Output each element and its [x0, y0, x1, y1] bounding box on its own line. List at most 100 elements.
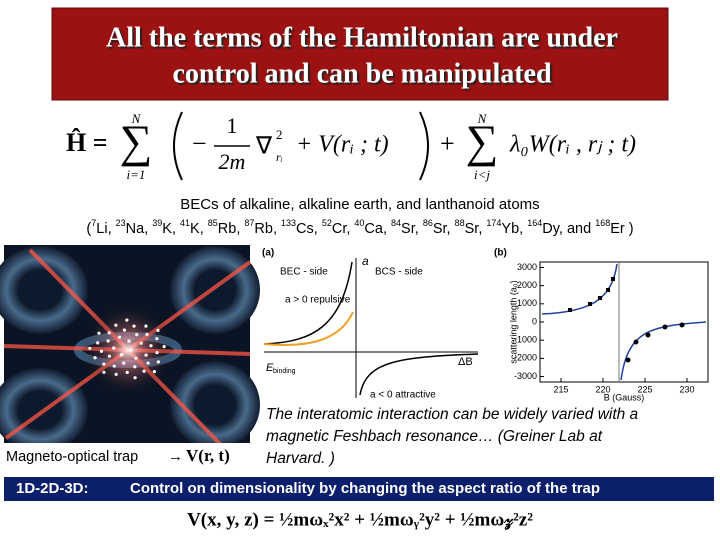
atom: [146, 361, 150, 365]
ham-lhs: Ĥ =: [66, 128, 108, 157]
atom: [114, 323, 118, 327]
hamiltonian: Ĥ = N ∑ i=1 − 1 2m ∇ 2 rᵢ + V(rᵢ ; t) + …: [66, 111, 636, 182]
atom: [155, 351, 159, 355]
curve: [359, 353, 479, 396]
bar-text: Control on dimensionality by changing th…: [130, 480, 600, 497]
atom: [93, 356, 97, 360]
atom: [133, 376, 137, 380]
bcs-side: BCS - side: [375, 267, 423, 278]
atom: [162, 345, 166, 349]
atoms-heading: BECs of alkaline, alkaline earth, and la…: [180, 196, 539, 213]
y-tick-label: -3000: [514, 371, 537, 381]
atom: [106, 339, 110, 343]
separator: ,: [478, 221, 486, 237]
element: Rb: [254, 221, 273, 237]
mass-number: 39: [152, 218, 162, 228]
element: K: [162, 221, 172, 237]
separator: ,: [314, 221, 322, 237]
mass-number: 40: [354, 218, 364, 228]
binding: E: [266, 362, 274, 374]
fit-curve: [620, 321, 707, 381]
data-points: [568, 277, 685, 363]
mass-number: 41: [180, 218, 190, 228]
x-tick-label: 220: [595, 384, 610, 394]
separator: ,: [236, 221, 244, 237]
nabla: ∇: [255, 134, 273, 160]
minus: −: [192, 129, 207, 158]
atom: [125, 318, 129, 322]
paren: [173, 111, 183, 181]
separator: ,: [172, 221, 180, 237]
atom: [149, 344, 153, 348]
atom: [99, 349, 104, 353]
atom: [129, 348, 133, 352]
atom: [122, 361, 126, 365]
element: Dy: [542, 221, 560, 237]
atoms-list: (7Li, 23Na, 39K, 41K, 85Rb, 87Rb, 133Cs,…: [86, 218, 633, 236]
mass-number: 7: [91, 218, 96, 228]
caption-line: magnetic Feshbach resonance… (Greiner La…: [266, 428, 603, 445]
element: Yb: [501, 221, 519, 237]
element: Na: [126, 221, 145, 237]
y-tick-label: 1000: [517, 298, 537, 308]
plus: +: [440, 129, 455, 158]
panel-label: (b): [494, 248, 507, 259]
element: Ca: [364, 221, 383, 237]
bec-side: BEC - side: [280, 267, 328, 278]
element: Sr: [433, 221, 448, 237]
frac-num: 1: [227, 113, 238, 138]
atom: [156, 328, 160, 332]
x-tick-label: 225: [637, 384, 652, 394]
trap-label: Magneto-optical trap: [6, 449, 138, 465]
panel-label: (a): [262, 248, 274, 259]
atom: [144, 353, 148, 357]
title-line: All the terms of the Hamiltonian are und…: [106, 22, 618, 53]
element: Li: [96, 221, 107, 237]
mass-number: 174: [486, 218, 501, 228]
paren: (: [86, 221, 91, 237]
mass-number: 168: [595, 218, 610, 228]
axis-x-label: ΔB: [458, 356, 473, 368]
atom: [112, 364, 116, 368]
sum-lower: i<j: [474, 167, 490, 182]
atom: [145, 332, 149, 336]
atom: [156, 360, 160, 364]
fit-curve: [541, 263, 618, 315]
bottom-formula: V(x, y, z) = ½mωₓ²x² + ½mωᵧ²y² + ½mω𝓏²z²: [187, 509, 533, 530]
caption-line: Harvard. ): [266, 450, 335, 467]
sum-lower: i=1: [127, 167, 146, 182]
paren: [419, 111, 429, 181]
atom: [133, 365, 137, 369]
atom: [139, 341, 143, 345]
mass-number: 87: [244, 218, 254, 228]
element: Cr: [332, 221, 347, 237]
mass-number: 84: [391, 218, 401, 228]
atom: [102, 370, 106, 374]
atom: [125, 370, 129, 374]
atom: [88, 346, 92, 350]
caption-line: The interatomic interaction can be widel…: [266, 406, 639, 423]
atom: [155, 337, 159, 341]
mass-number: 52: [322, 218, 332, 228]
atom: [122, 328, 127, 332]
coil: [0, 246, 88, 334]
atom: [112, 346, 116, 350]
sum-sign: ∑: [466, 116, 499, 167]
atom: [107, 331, 111, 335]
element: Rb: [218, 221, 237, 237]
title-banner: [51, 7, 669, 101]
mass-number: 23: [116, 218, 126, 228]
title-line: control and can be manipulated: [172, 58, 552, 89]
sum-upper: N: [477, 111, 488, 126]
atom: [117, 335, 122, 339]
element: Sr: [465, 221, 480, 237]
separator: ,: [346, 221, 354, 237]
y-tick-label: -1000: [514, 335, 537, 345]
atom: [152, 370, 156, 374]
element: K: [190, 221, 200, 237]
y-tick-label: 2000: [517, 280, 537, 290]
nabla-sub: rᵢ: [276, 150, 283, 164]
curve: [263, 261, 353, 345]
paren: ): [625, 221, 634, 237]
